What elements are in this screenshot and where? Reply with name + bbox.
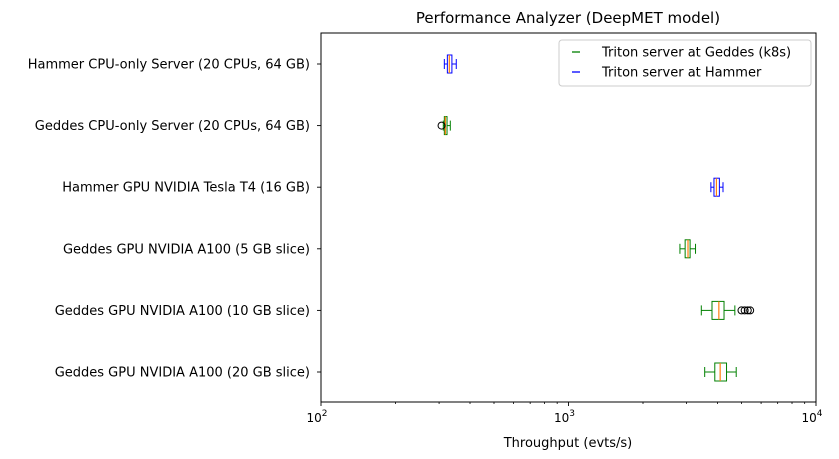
- y-tick-label: Geddes GPU NVIDIA A100 (10 GB slice): [55, 304, 310, 319]
- box-flier: [740, 306, 749, 315]
- y-tick-label: Geddes GPU NVIDIA A100 (5 GB slice): [63, 242, 310, 257]
- box-flier: [437, 121, 446, 130]
- legend: Triton server at Geddes (k8s) Triton serv…: [558, 39, 812, 87]
- box-plot: [679, 239, 697, 259]
- box-body: [711, 300, 725, 320]
- legend-label: Triton server at Geddes (k8s): [601, 46, 791, 61]
- x-tick-label: 103: [554, 409, 575, 425]
- axes-frame: [320, 32, 817, 403]
- box-plot: [443, 54, 457, 74]
- x-tick-label: 104: [801, 409, 822, 425]
- x-tick-label: 102: [306, 409, 327, 425]
- legend-label: Triton server at Hammer: [601, 66, 762, 81]
- y-tick-label: Hammer GPU NVIDIA Tesla T4 (16 GB): [62, 181, 310, 196]
- y-tick-label: Hammer CPU-only Server (20 CPUs, 64 GB): [28, 58, 310, 73]
- box-plot: [710, 177, 724, 197]
- y-tick-label: Geddes CPU-only Server (20 CPUs, 64 GB): [35, 119, 310, 134]
- plot-area: 102 103 104 Hammer CPU-only Server (20 CPUs…: [28, 32, 823, 425]
- box-plot: [704, 362, 737, 382]
- box-flier: [737, 306, 746, 315]
- legend-frame: [558, 39, 812, 87]
- chart-title: Performance Analyzer (DeepMET model): [416, 9, 720, 27]
- box-flier: [746, 306, 755, 315]
- y-tick-label: Geddes GPU NVIDIA A100 (20 GB slice): [55, 366, 310, 381]
- box-plot: [700, 300, 755, 320]
- x-axis-label: Throughput (evts/s): [503, 436, 633, 451]
- box-flier: [743, 306, 752, 315]
- box-plot: [437, 116, 451, 136]
